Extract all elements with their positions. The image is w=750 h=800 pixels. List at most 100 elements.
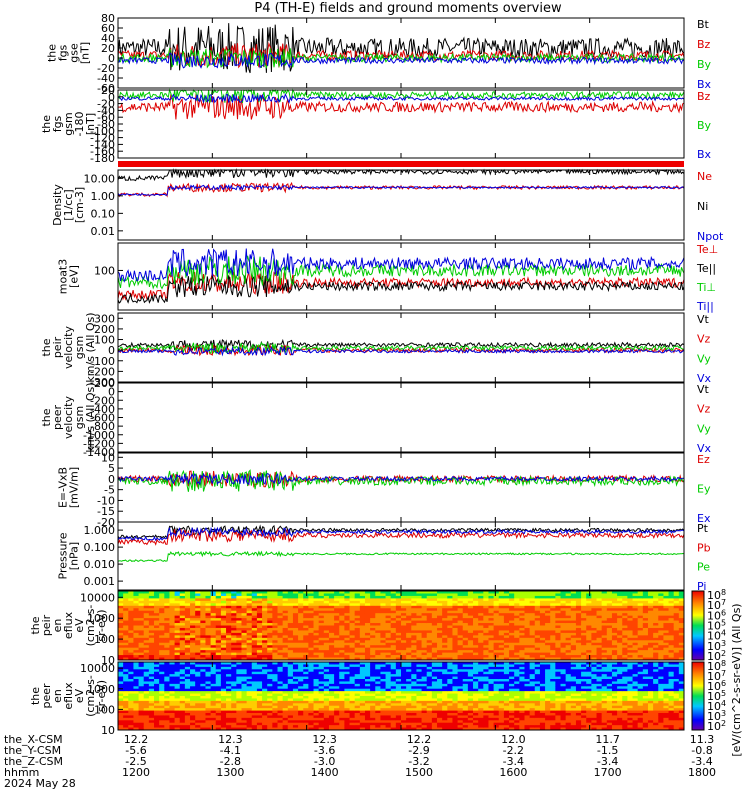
spectrogram-cell: [303, 693, 309, 697]
spectrogram-cell: [226, 642, 232, 646]
spectrogram-cell: [473, 640, 479, 644]
spectrogram-cell: [215, 598, 222, 602]
spectrogram-cell: [653, 618, 659, 621]
spectrogram-cell: [148, 720, 155, 724]
spectrogram-cell: [401, 674, 407, 677]
spectrogram-cell: [287, 703, 294, 707]
spectrogram-cell: [632, 605, 639, 609]
spectrogram-cell: [354, 722, 361, 726]
spectrogram-cell: [277, 655, 284, 658]
spectrogram-cell: [570, 627, 577, 631]
spectrogram-cell: [359, 591, 366, 594]
spectrogram-cell: [282, 693, 289, 697]
plot-title: P4 (TH-E) fields and ground moments over…: [254, 1, 562, 16]
spectrogram-cell: [148, 688, 155, 692]
spectrogram-cell: [431, 635, 438, 639]
spectrogram-cell: [210, 637, 217, 641]
spectrogram-cell: [195, 623, 201, 626]
spectrogram-cell: [437, 591, 443, 594]
spectrogram-cell: [529, 657, 536, 661]
spectrogram-cell: [241, 662, 248, 665]
spectrogram-cell: [184, 662, 191, 665]
spectrogram-cell: [313, 698, 320, 702]
spectrogram-cell: [370, 722, 376, 726]
spectrogram-cell: [503, 630, 510, 634]
spectrogram-cell: [184, 603, 191, 607]
spectrogram-cell: [385, 613, 392, 617]
spectrogram-cell: [282, 591, 289, 594]
spectrogram-cell: [498, 600, 505, 604]
spectrogram-cell: [164, 625, 170, 629]
spectrogram-cell: [195, 717, 201, 721]
spectrogram-cell: [118, 647, 124, 651]
spectrogram-cell: [128, 715, 134, 719]
y-tick-label: -400: [90, 403, 115, 416]
spectrogram-cell: [313, 727, 320, 731]
spectrogram-cell: [313, 600, 320, 604]
spectrogram-cell: [678, 620, 685, 624]
spectrogram-cell: [267, 640, 273, 644]
spectrogram-cell: [581, 593, 587, 597]
spectrogram-cell: [390, 722, 397, 726]
spectrogram-cell: [174, 603, 181, 607]
spectrogram-cell: [364, 691, 371, 694]
spectrogram-cell: [632, 620, 639, 624]
spectrogram-cell: [457, 655, 464, 658]
spectrogram-cell: [272, 630, 278, 634]
spectrogram-cell: [236, 625, 242, 629]
spectrogram-cell: [581, 608, 587, 612]
spectrogram-cell: [287, 657, 294, 661]
spectrogram-cell: [128, 708, 134, 711]
spectrogram-cell: [370, 620, 376, 624]
spectrogram-cell: [303, 698, 309, 702]
spectrogram-cell: [282, 595, 289, 599]
spectrogram-cell: [503, 605, 510, 609]
spectrogram-cell: [493, 595, 500, 599]
spectrogram-cell: [354, 688, 361, 692]
spectrogram-cell: [642, 635, 649, 639]
legend-Te⊥: Te⊥: [696, 243, 718, 256]
spectrogram-cell: [241, 703, 248, 707]
spectrogram-cell: [303, 615, 309, 619]
spectrogram-cell: [545, 655, 551, 658]
spectrogram-cell: [668, 600, 675, 604]
spectrogram-cell: [215, 637, 222, 641]
spectrogram-cell: [174, 710, 181, 714]
spectrogram-cell: [663, 630, 669, 634]
spectrogram-cell: [349, 715, 356, 719]
spectrogram-cell: [256, 708, 263, 711]
spectrogram-cell: [190, 605, 196, 609]
spectrogram-cell: [375, 598, 381, 602]
spectrogram-cell: [282, 696, 289, 699]
spectrogram-cell: [215, 705, 222, 709]
spectrogram-cell: [190, 642, 196, 646]
spectrogram-cell: [534, 650, 541, 653]
spectrogram-cell: [596, 650, 603, 653]
spectrogram-cell: [292, 679, 299, 682]
spectrogram-cell: [323, 669, 330, 673]
spectrogram-cell: [169, 686, 175, 690]
spectrogram-cell: [622, 595, 628, 599]
spectrogram-cell: [653, 657, 659, 661]
spectrogram-cell: [678, 618, 685, 621]
spectrogram-cell: [442, 632, 448, 636]
spectrogram-cell: [344, 600, 350, 604]
spectrogram-cell: [174, 688, 181, 692]
spectrogram-cell: [190, 708, 196, 711]
spectrogram-cell: [550, 613, 556, 617]
spectrogram-cell: [138, 618, 145, 621]
spectrogram-cell: [565, 610, 572, 614]
spectrogram-cell: [159, 645, 165, 649]
spectrogram-cell: [545, 640, 551, 644]
spectrogram-cell: [632, 618, 639, 621]
spectrogram-cell: [205, 679, 212, 682]
spectrogram-cell: [154, 671, 160, 675]
spectrogram-cell: [359, 664, 366, 668]
spectrogram-cell: [503, 615, 510, 619]
spectrogram-cell: [328, 688, 335, 692]
spectrogram-cell: [406, 650, 412, 653]
spectrogram-cell: [370, 674, 376, 677]
y-tick-label: -1400: [83, 446, 115, 459]
spectrogram-cell: [220, 650, 227, 653]
spectrogram-cell: [169, 713, 175, 716]
